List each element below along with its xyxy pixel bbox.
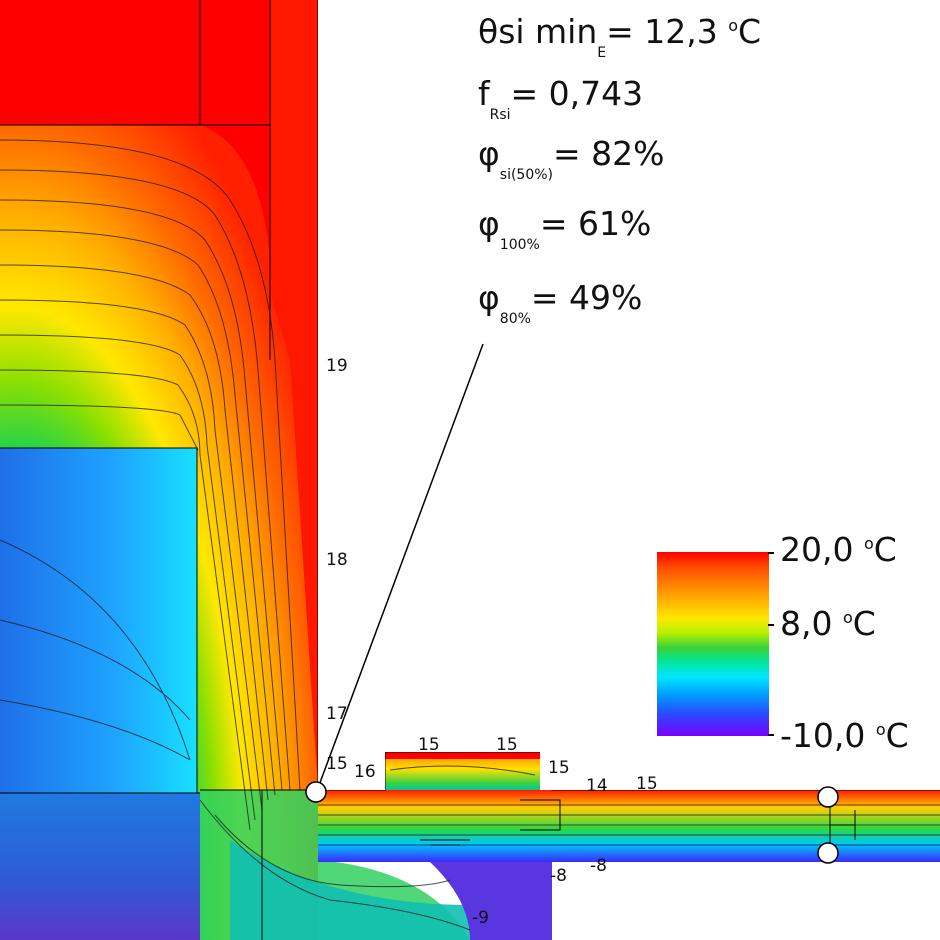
legend-min-label: -10,0 oC (780, 716, 909, 755)
isotherm-label: 19 (326, 356, 348, 376)
isotherm-label: -8 (590, 856, 607, 876)
theta-si-min-result: θsi minE= 12,3 oC (478, 12, 762, 61)
isotherm-label: -9 (472, 908, 489, 928)
isotherm-label: 14 (586, 776, 608, 796)
isotherm-label: 15 (496, 735, 518, 755)
isotherm-lines (0, 139, 940, 931)
isotherm-label: 15 (548, 758, 570, 778)
isotherm-label: 15 (418, 735, 440, 755)
reference-marker-top (817, 786, 839, 808)
min-point-marker (305, 781, 327, 803)
isotherm-label: -8 (550, 866, 567, 886)
legend-tick (768, 734, 774, 736)
temperature-legend-bar (657, 552, 769, 736)
legend-tick (768, 552, 774, 554)
phi-100-result: φ100%= 61% (478, 204, 652, 253)
frsi-result: fRsi= 0,743 (478, 74, 644, 123)
legend-mid-label: 8,0 oC (780, 604, 876, 643)
isotherm-label: 17 (326, 704, 348, 724)
isotherm-label: 18 (326, 550, 348, 570)
isotherm-label: 15 (636, 774, 658, 794)
phi-si-result: φsi(50%)= 82% (478, 134, 665, 183)
legend-max-label: 20,0 oC (780, 530, 897, 569)
phi-80-result: φ80%= 49% (478, 278, 643, 327)
isotherm-label: 15 (326, 754, 348, 774)
leader-line (317, 343, 484, 789)
reference-marker-bottom (817, 842, 839, 864)
legend-tick (768, 624, 774, 626)
isotherm-label: 16 (354, 762, 376, 782)
